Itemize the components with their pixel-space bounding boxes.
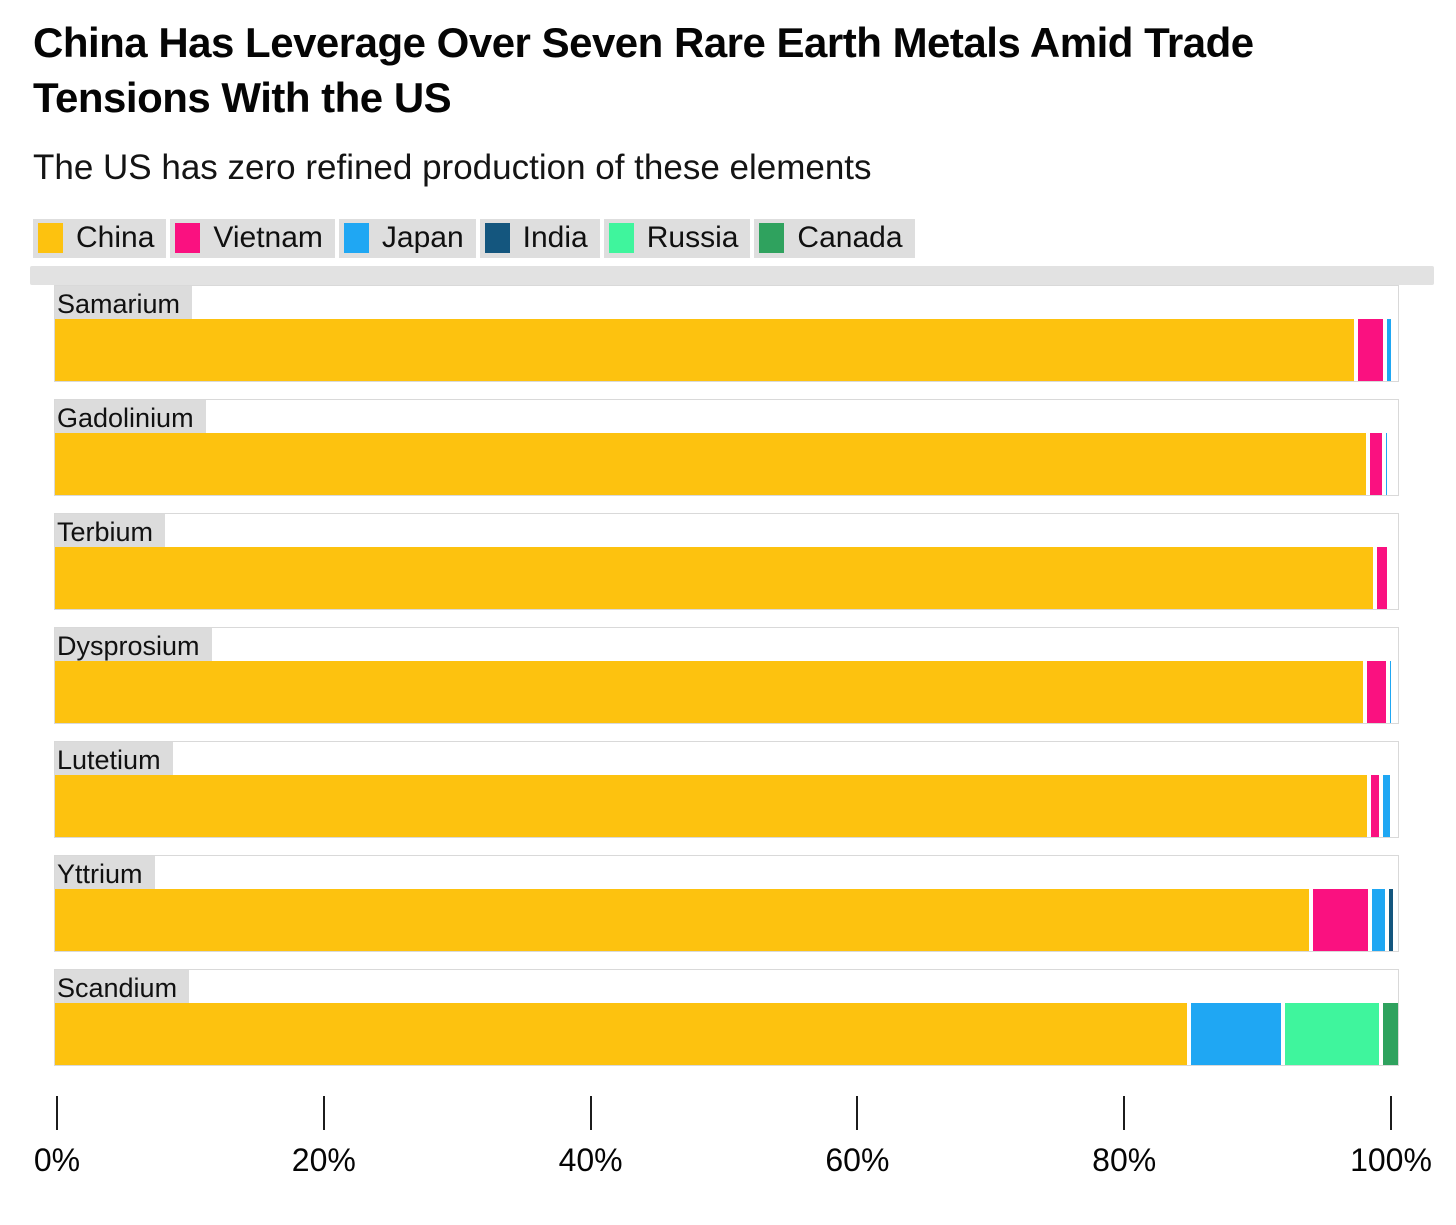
bar-segment-japan[interactable] bbox=[1381, 432, 1388, 495]
chart-page: China Has Leverage Over Seven Rare Earth… bbox=[0, 16, 1456, 1225]
legend-label-china: China bbox=[76, 221, 155, 255]
legend-item-india: India bbox=[479, 218, 600, 258]
legend-label-russia: Russia bbox=[646, 221, 739, 255]
legend-swatch-japan-icon bbox=[343, 223, 369, 254]
stacked-bar-dysprosium bbox=[55, 660, 1392, 723]
bar-segment-russia[interactable] bbox=[1281, 1002, 1380, 1065]
legend: China Vietnam Japan India Russia Canada bbox=[33, 218, 1456, 258]
bar-segment-japan[interactable] bbox=[1387, 546, 1392, 609]
stacked-bar-terbium bbox=[55, 546, 1392, 609]
bar-segment-china[interactable] bbox=[55, 660, 1364, 723]
metal-label-gadolinium: Gadolinium bbox=[55, 399, 206, 438]
metal-label-samarium: Samarium bbox=[55, 285, 193, 324]
bar-segment-china[interactable] bbox=[55, 774, 1368, 837]
bar-segment-russia[interactable] bbox=[1387, 432, 1392, 495]
legend-label-india: India bbox=[522, 221, 588, 255]
metal-row-samarium: Samarium bbox=[54, 284, 1399, 382]
bar-segment-vietnam[interactable] bbox=[1365, 432, 1382, 495]
metal-row-gadolinium: Gadolinium bbox=[54, 398, 1399, 496]
metal-row-lutetium: Lutetium bbox=[54, 740, 1399, 838]
metal-row-scandium: Scandium bbox=[54, 968, 1399, 1066]
legend-label-canada: Canada bbox=[797, 221, 903, 255]
axis-tick-label-20: 20% bbox=[291, 1141, 356, 1178]
stacked-bar-yttrium bbox=[55, 888, 1393, 951]
metal-label-scandium: Scandium bbox=[55, 969, 190, 1008]
chart-subtitle: The US has zero refined production of th… bbox=[33, 148, 872, 188]
axis-tick-0 bbox=[56, 1095, 58, 1130]
legend-item-japan: Japan bbox=[338, 218, 476, 258]
bar-segment-japan[interactable] bbox=[1383, 318, 1392, 381]
bar-segment-china[interactable] bbox=[55, 1002, 1188, 1065]
legend-item-russia: Russia bbox=[603, 218, 751, 258]
stacked-bar-samarium bbox=[55, 318, 1392, 381]
metal-row-dysprosium: Dysprosium bbox=[54, 626, 1399, 724]
stacked-bar-lutetium bbox=[55, 774, 1390, 837]
metal-label-terbium: Terbium bbox=[55, 513, 166, 552]
bar-segment-china[interactable] bbox=[55, 318, 1354, 381]
legend-item-canada: Canada bbox=[754, 218, 915, 258]
horizontal-scrollbar[interactable] bbox=[30, 265, 1434, 285]
metal-row-terbium: Terbium bbox=[54, 512, 1399, 610]
bar-segment-japan[interactable] bbox=[1379, 774, 1390, 837]
metal-row-yttrium: Yttrium bbox=[54, 854, 1399, 952]
stacked-bar-scandium bbox=[55, 1002, 1398, 1065]
legend-swatch-india-icon bbox=[484, 223, 510, 254]
chart-title-line2: Tensions With the US bbox=[33, 73, 452, 121]
axis-tick-100 bbox=[1390, 1095, 1392, 1130]
legend-swatch-russia-icon bbox=[608, 223, 634, 254]
legend-swatch-canada-icon bbox=[759, 223, 785, 254]
x-axis: 0% 20% 40% 60% 80% 100% bbox=[0, 1095, 1456, 1196]
metal-label-lutetium: Lutetium bbox=[55, 741, 173, 780]
axis-tick-label-80: 80% bbox=[1092, 1141, 1157, 1178]
metal-label-dysprosium: Dysprosium bbox=[55, 627, 212, 666]
legend-swatch-china-icon bbox=[38, 223, 63, 254]
bar-segment-vietnam[interactable] bbox=[1309, 888, 1369, 951]
legend-label-vietnam: Vietnam bbox=[213, 221, 323, 255]
stacked-bar-gadolinium bbox=[55, 432, 1392, 495]
axis-tick-label-40: 40% bbox=[558, 1141, 623, 1178]
bar-segment-vietnam[interactable] bbox=[1372, 546, 1388, 609]
axis-tick-80 bbox=[1123, 1095, 1126, 1130]
bar-segment-japan[interactable] bbox=[1368, 888, 1385, 951]
axis-tick-40 bbox=[589, 1095, 592, 1130]
axis-tick-label-100: 100% bbox=[1350, 1141, 1432, 1178]
metal-label-yttrium: Yttrium bbox=[55, 855, 155, 894]
axis-tick-label-0: 0% bbox=[33, 1141, 81, 1178]
bar-segment-china[interactable] bbox=[55, 432, 1366, 495]
legend-label-japan: Japan bbox=[381, 221, 464, 255]
legend-swatch-vietnam-icon bbox=[175, 223, 201, 254]
bar-segment-japan[interactable] bbox=[1385, 660, 1392, 723]
bar-segment-vietnam[interactable] bbox=[1363, 660, 1386, 723]
bar-segment-china[interactable] bbox=[55, 888, 1310, 951]
bar-segment-japan[interactable] bbox=[1187, 1002, 1282, 1065]
chart-title-line1: China Has Leverage Over Seven Rare Earth… bbox=[33, 19, 1254, 66]
chart-title: China Has Leverage Over Seven Rare Earth… bbox=[33, 16, 1426, 125]
bar-segment-vietnam[interactable] bbox=[1353, 318, 1384, 381]
bar-segment-canada[interactable] bbox=[1379, 1002, 1398, 1065]
bar-segment-china[interactable] bbox=[55, 546, 1373, 609]
axis-tick-label-60: 60% bbox=[825, 1141, 890, 1178]
legend-item-vietnam: Vietnam bbox=[170, 218, 335, 258]
bar-segment-vietnam[interactable] bbox=[1367, 774, 1380, 837]
bar-segment-india[interactable] bbox=[1384, 888, 1393, 951]
axis-tick-20 bbox=[322, 1095, 325, 1130]
chart-plot-area: Samarium Gadolinium Terbium Dysprosium Lutet… bbox=[0, 284, 1456, 1066]
axis-tick-60 bbox=[856, 1095, 859, 1130]
legend-item-china: China bbox=[33, 218, 167, 258]
